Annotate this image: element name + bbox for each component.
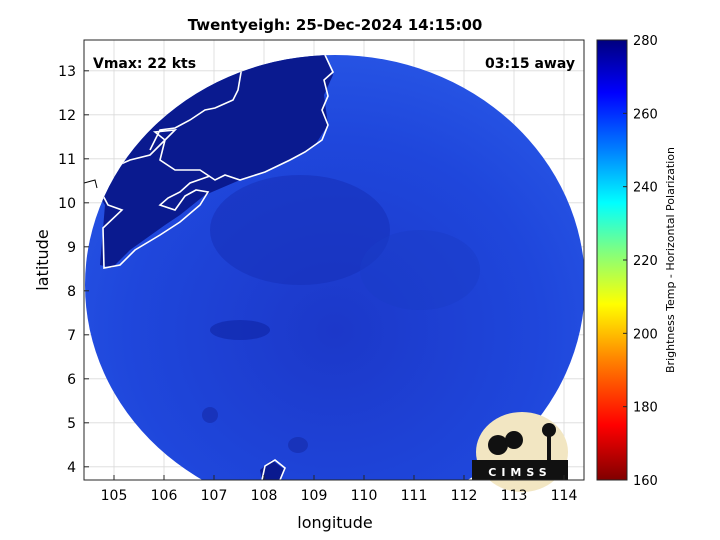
colorbar-tick-label: 180: [633, 401, 658, 416]
y-tick-label: 4: [67, 460, 76, 476]
x-tick-label: 110: [351, 488, 378, 504]
vmax-label: Vmax: 22 kts: [93, 56, 196, 72]
x-tick-label: 113: [501, 488, 528, 504]
x-tick-label: 105: [101, 488, 128, 504]
colorbar-tick-label: 200: [633, 327, 658, 342]
colorbar-ticks: 160 180 200 220 240 260 280: [623, 34, 658, 489]
y-axis-label: latitude: [33, 229, 52, 290]
colorbar-tick-label: 280: [633, 34, 658, 49]
y-tick-label: 11: [58, 152, 76, 168]
colorbar-tick-label: 220: [633, 254, 658, 269]
axis-ticks: 105 106 107 108 109 110 111 112 113 114 4 5 6 7 8 9 10 11…: [58, 64, 577, 504]
x-axis-label: longitude: [297, 513, 372, 532]
time-away-label: 03:15 away: [485, 56, 575, 72]
plot-area: CIMSS Vmax: 22 kts 03:15 away 105 106 107 1…: [58, 39, 585, 504]
y-tick-label: 12: [58, 108, 76, 124]
colorbar-tick-label: 260: [633, 107, 658, 122]
y-tick-label: 10: [58, 196, 76, 212]
x-tick-label: 106: [151, 488, 178, 504]
logo-text: CIMSS: [488, 466, 551, 479]
x-tick-label: 114: [551, 488, 578, 504]
x-tick-label: 108: [251, 488, 278, 504]
x-tick-label: 109: [301, 488, 328, 504]
y-tick-label: 8: [67, 284, 76, 300]
x-tick-label: 112: [451, 488, 478, 504]
y-tick-label: 6: [67, 372, 76, 388]
x-tick-label: 107: [201, 488, 228, 504]
y-tick-label: 7: [67, 328, 76, 344]
y-tick-label: 13: [58, 64, 76, 80]
colorbar-tick-label: 160: [633, 474, 658, 489]
y-tick-label: 5: [67, 416, 76, 432]
colorbar: 160 180 200 220 240 260 280 Brightness Temp - …: [596, 34, 677, 489]
chart-title: Twentyeigh: 25-Dec-2024 14:15:00: [188, 16, 483, 34]
x-tick-label: 111: [401, 488, 428, 504]
colorbar-label: Brightness Temp - Horizontal Polarizatio…: [664, 147, 677, 373]
cimss-logo: CIMSS: [472, 412, 568, 492]
plot-frame: [83, 39, 585, 481]
y-tick-label: 9: [67, 240, 76, 256]
colorbar-tick-label: 240: [633, 181, 658, 196]
